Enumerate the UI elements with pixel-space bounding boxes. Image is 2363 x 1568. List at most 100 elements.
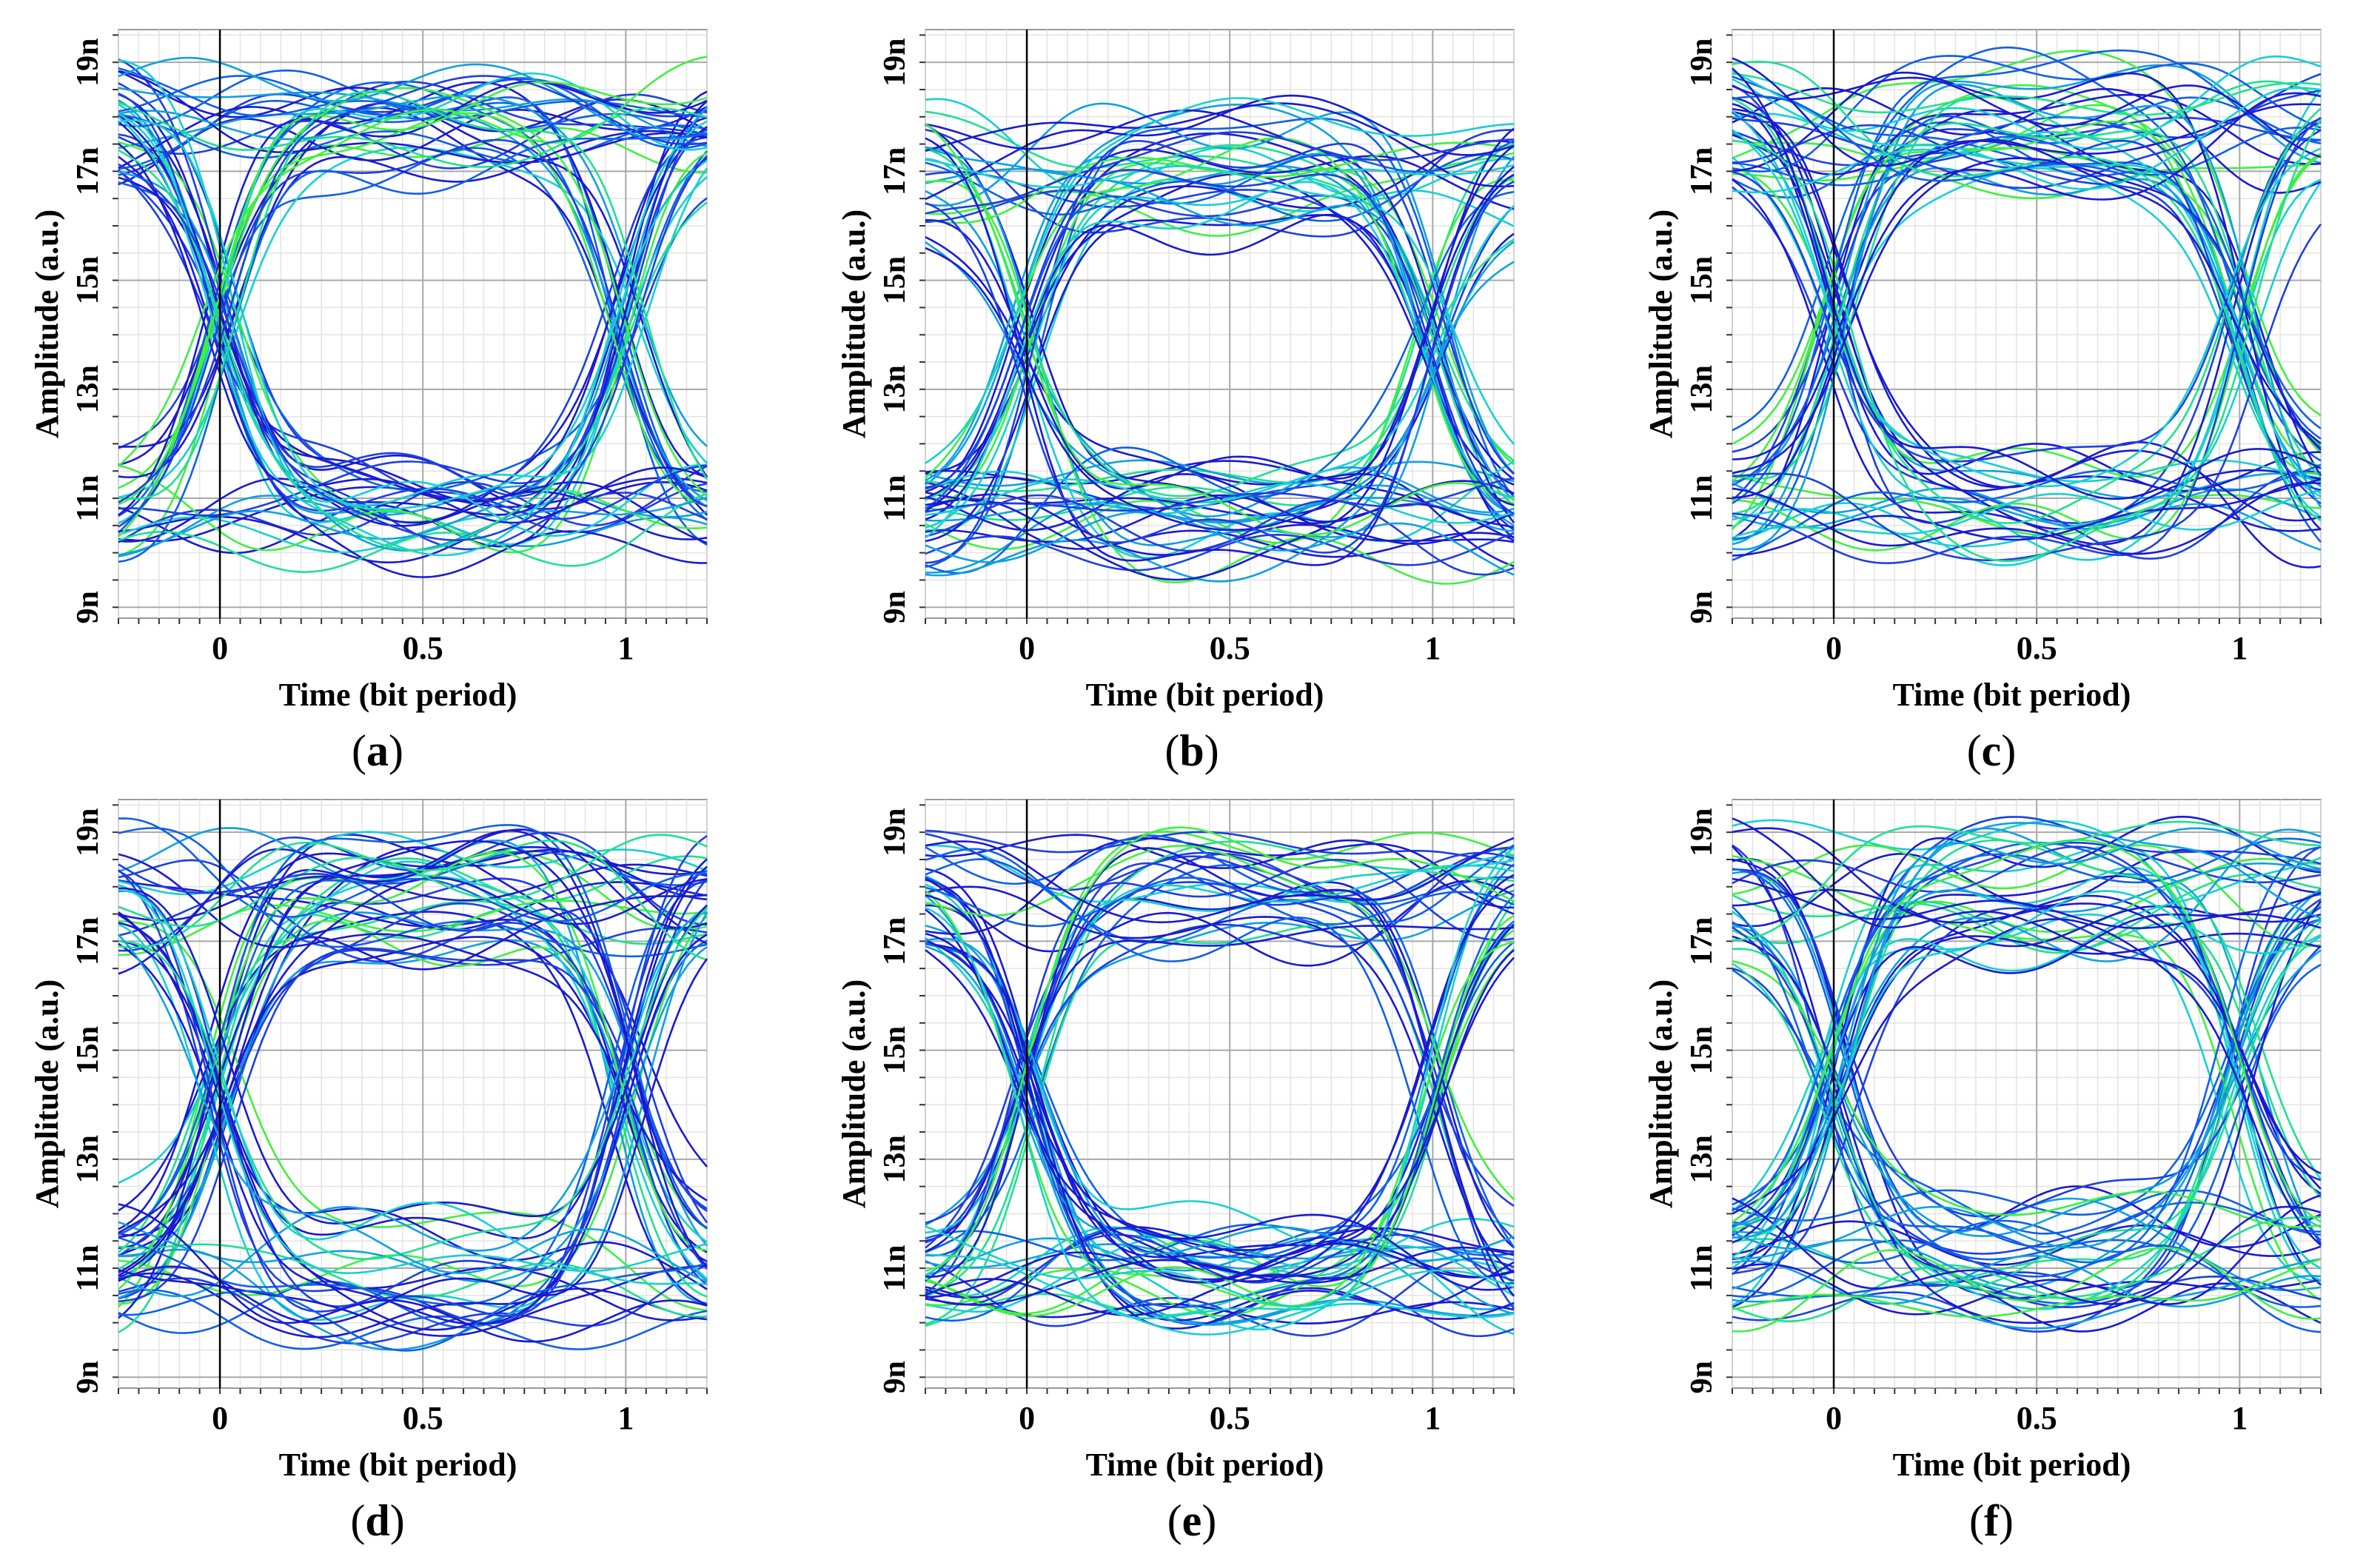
panel-caption-b: (b): [1164, 726, 1219, 775]
eye-trace: [118, 834, 708, 928]
y-tick-label: 19n: [878, 808, 912, 856]
eye-trace: [118, 877, 708, 1213]
eye-trace: [118, 113, 708, 511]
x-tick-label: 1: [1424, 1400, 1441, 1436]
eye-trace: [1732, 919, 2322, 1288]
x-tick-label: 1: [2231, 630, 2248, 666]
eye-trace: [118, 132, 708, 563]
y-tick-label: 9n: [1685, 1361, 1719, 1393]
eye-trace: [925, 481, 1515, 558]
y-axis-title: Amplitude (a.u.): [29, 979, 65, 1208]
x-tick-label: 0.5: [403, 1400, 443, 1436]
y-tick-label: 13n: [71, 1135, 105, 1183]
eye-trace: [1732, 153, 2322, 552]
eye-trace: [925, 494, 1515, 576]
eye-trace: [1732, 854, 2322, 1301]
y-tick-label: 17n: [1685, 917, 1719, 965]
eye-trace: [118, 911, 708, 1298]
eye-trace: [925, 908, 1515, 1253]
eye-trace: [1732, 181, 2322, 566]
eye-trace: [925, 496, 1515, 574]
eye-trace: [1732, 845, 2322, 1333]
eye-trace: [118, 130, 708, 479]
eye-trace: [1732, 857, 2322, 1258]
eye-trace: [1732, 1258, 2322, 1319]
y-axis-title: Amplitude (a.u.): [1643, 979, 1679, 1208]
eye-trace: [925, 102, 1515, 188]
eye-trace: [1732, 1239, 2322, 1333]
eye-trace: [925, 1257, 1515, 1337]
eye-trace: [1732, 129, 2322, 463]
eye-trace: [118, 101, 708, 168]
y-tick-label: 13n: [71, 365, 105, 413]
eye-trace: [1732, 822, 2322, 1290]
eye-trace: [925, 166, 1515, 581]
eye-trace: [1732, 862, 2322, 1226]
y-tick-label: 19n: [1685, 38, 1719, 86]
eye-trace: [925, 511, 1515, 576]
eye-trace: [1732, 481, 2322, 555]
x-tick-label: 0.5: [1210, 1400, 1250, 1436]
y-tick-label: 11n: [1685, 475, 1719, 522]
y-tick-label: 9n: [878, 1361, 912, 1393]
eye-trace: [925, 829, 1515, 868]
eye-trace: [925, 172, 1515, 512]
eye-trace: [1732, 92, 2322, 499]
axis-ticks: [919, 804, 1515, 1394]
eye-trace: [1732, 129, 2322, 488]
eye-trace: [118, 59, 708, 537]
eye-trace: [925, 876, 1515, 1338]
eye-trace: [118, 70, 708, 164]
eye-trace: [925, 883, 1515, 1297]
eye-trace: [1732, 119, 2322, 563]
eye-trace: [925, 181, 1515, 554]
eye-diagram-panel-e: 0 0.5 1 9n 11n 13n 15n 17n 19n Time (bit period) A…: [822, 785, 1577, 1555]
eye-trace: [118, 1264, 708, 1337]
eye-trace: [118, 914, 708, 1331]
eye-trace: [1732, 837, 2322, 1212]
eye-trace: [1732, 130, 2322, 505]
eye-trace: [1732, 1254, 2322, 1308]
eye-trace: [925, 939, 1515, 1278]
axis-ticks: [113, 804, 708, 1394]
y-axis-title: Amplitude (a.u.): [836, 979, 872, 1208]
eye-trace: [1732, 73, 2322, 116]
eye-trace: [925, 845, 1515, 1201]
y-tick-label: 17n: [878, 147, 912, 195]
eye-trace: [1732, 959, 2322, 1228]
eye-traces: [925, 94, 1515, 585]
y-tick-label: 17n: [878, 917, 912, 965]
eye-trace: [118, 75, 708, 503]
panel-caption-c: (c): [1966, 726, 2017, 775]
panel-caption-d: (d): [350, 1496, 405, 1545]
x-tick-label: 0: [1826, 630, 1842, 666]
eye-trace: [1732, 103, 2322, 492]
y-axis-title: Amplitude (a.u.): [1643, 210, 1679, 438]
y-tick-label: 17n: [71, 147, 105, 195]
x-axis-title: Time (bit period): [1086, 1447, 1324, 1483]
eye-trace: [1732, 845, 2322, 1270]
y-tick-label: 9n: [1685, 591, 1719, 623]
panel-caption-f: (f): [1969, 1496, 2014, 1545]
y-tick-label: 13n: [878, 365, 912, 413]
eye-trace: [118, 110, 708, 502]
x-axis-title: Time (bit period): [1086, 677, 1324, 713]
y-axis-title: Amplitude (a.u.): [836, 210, 872, 438]
eye-trace: [925, 164, 1515, 529]
eye-trace: [925, 141, 1515, 224]
y-tick-label: 15n: [71, 256, 105, 304]
eye-trace: [925, 847, 1515, 1320]
y-tick-label: 15n: [878, 256, 912, 304]
eye-trace: [925, 877, 1515, 928]
eye-trace: [1732, 120, 2322, 482]
eye-trace: [118, 67, 708, 137]
eye-trace: [118, 106, 708, 556]
eye-trace: [925, 941, 1515, 1322]
eye-trace: [1732, 827, 2322, 1239]
eye-trace: [1732, 97, 2322, 524]
eye-trace: [118, 58, 708, 497]
